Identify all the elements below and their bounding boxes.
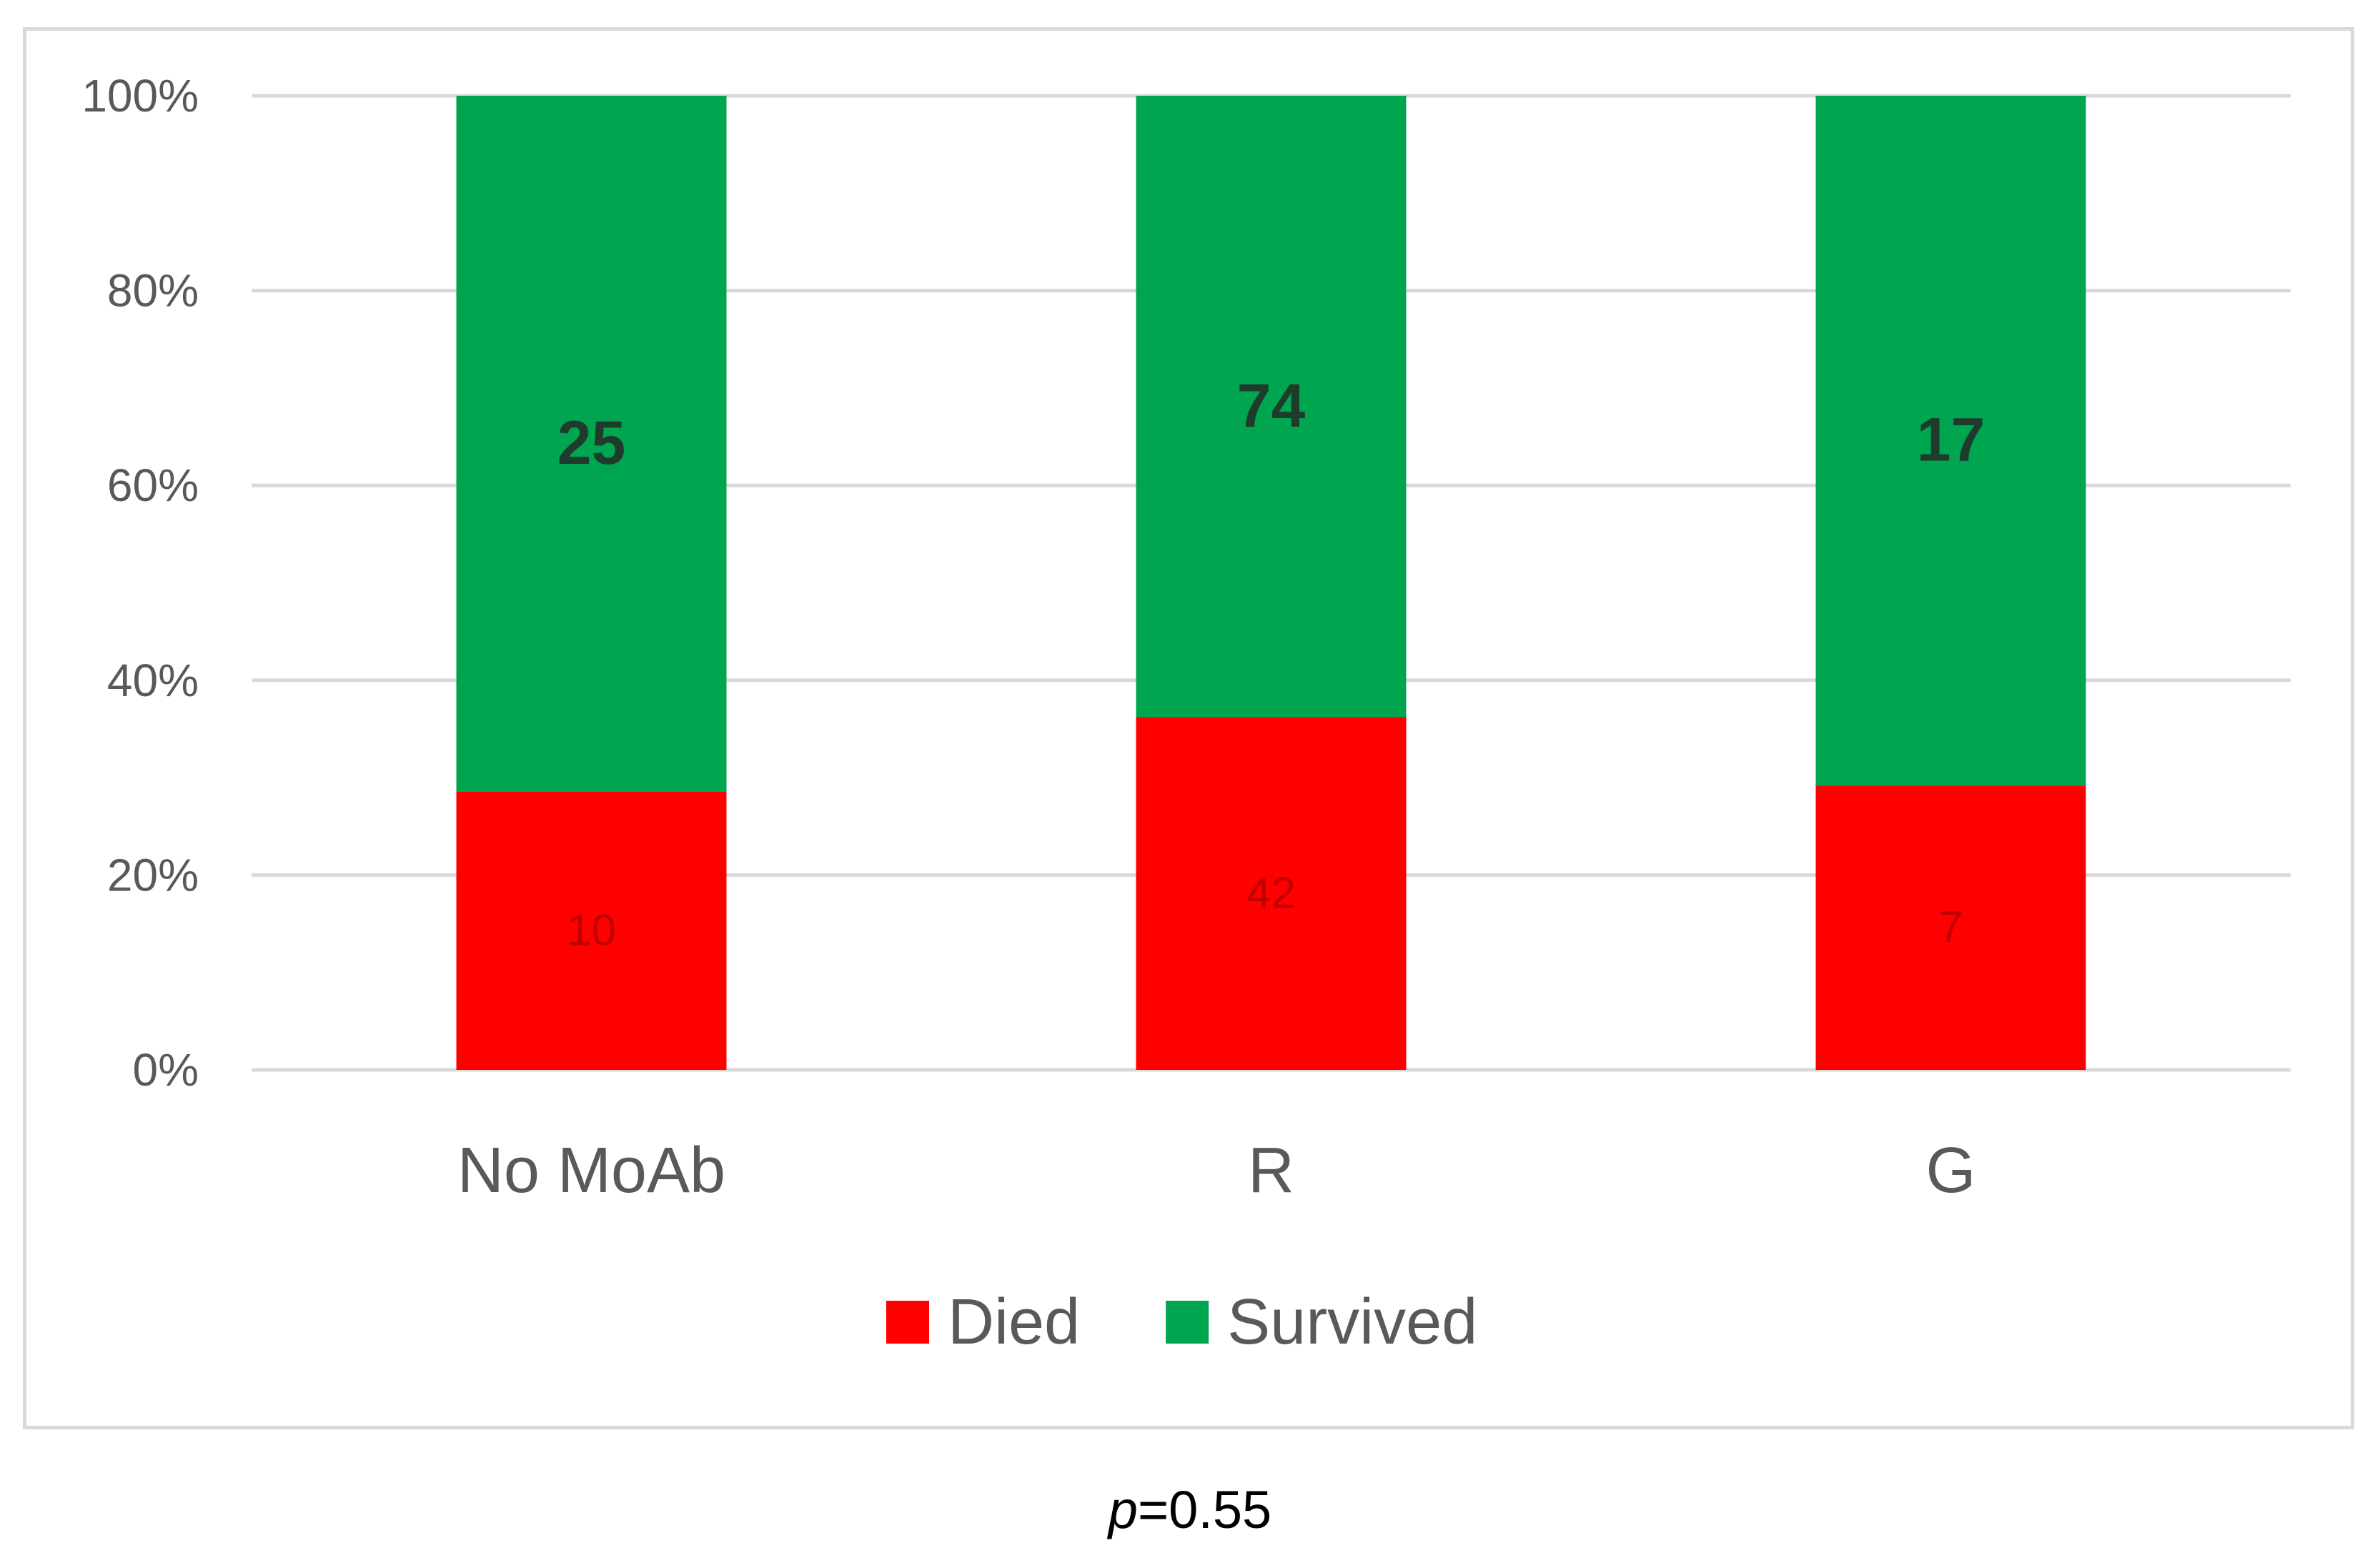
y-axis-ticks: 0% 20% 40% 60% 80% 100%	[81, 70, 199, 1096]
data-label-died: 10	[567, 905, 616, 955]
legend: Died Survived	[886, 1286, 1477, 1358]
y-tick-label: 20%	[107, 849, 199, 900]
data-labels: 10 25 42 74 7 17	[557, 372, 1985, 956]
bar-died	[1136, 717, 1407, 1070]
legend-label-survived: Survived	[1227, 1286, 1477, 1358]
legend-swatch-survived	[1166, 1301, 1209, 1344]
bar-died	[456, 791, 727, 1070]
y-tick-label: 100%	[81, 70, 199, 121]
y-tick-label: 0%	[133, 1044, 199, 1096]
bar-survived	[456, 96, 727, 792]
p-value-caption: p=0.55	[0, 1479, 2380, 1540]
x-axis-ticks: No MoAb R G	[457, 1135, 1976, 1206]
x-tick-label: No MoAb	[457, 1135, 725, 1206]
bars	[456, 96, 2086, 1070]
bar-died	[1815, 785, 2086, 1070]
data-label-died: 7	[1938, 903, 1963, 952]
p-value: =0.55	[1137, 1480, 1272, 1539]
legend-label-died: Died	[948, 1286, 1080, 1358]
data-label-survived: 17	[1917, 406, 1985, 475]
data-label-died: 42	[1246, 868, 1296, 918]
bar-survived	[1815, 96, 2086, 786]
y-tick-label: 80%	[107, 265, 199, 317]
data-label-survived: 74	[1237, 372, 1306, 440]
legend-swatch-died	[886, 1301, 929, 1344]
y-tick-label: 40%	[107, 655, 199, 706]
data-label-survived: 25	[557, 409, 626, 477]
x-tick-label: R	[1248, 1135, 1294, 1206]
bar-survived	[1136, 96, 1407, 718]
p-symbol: p	[1108, 1480, 1138, 1539]
y-tick-label: 60%	[107, 460, 199, 511]
x-tick-label: G	[1925, 1135, 1975, 1206]
